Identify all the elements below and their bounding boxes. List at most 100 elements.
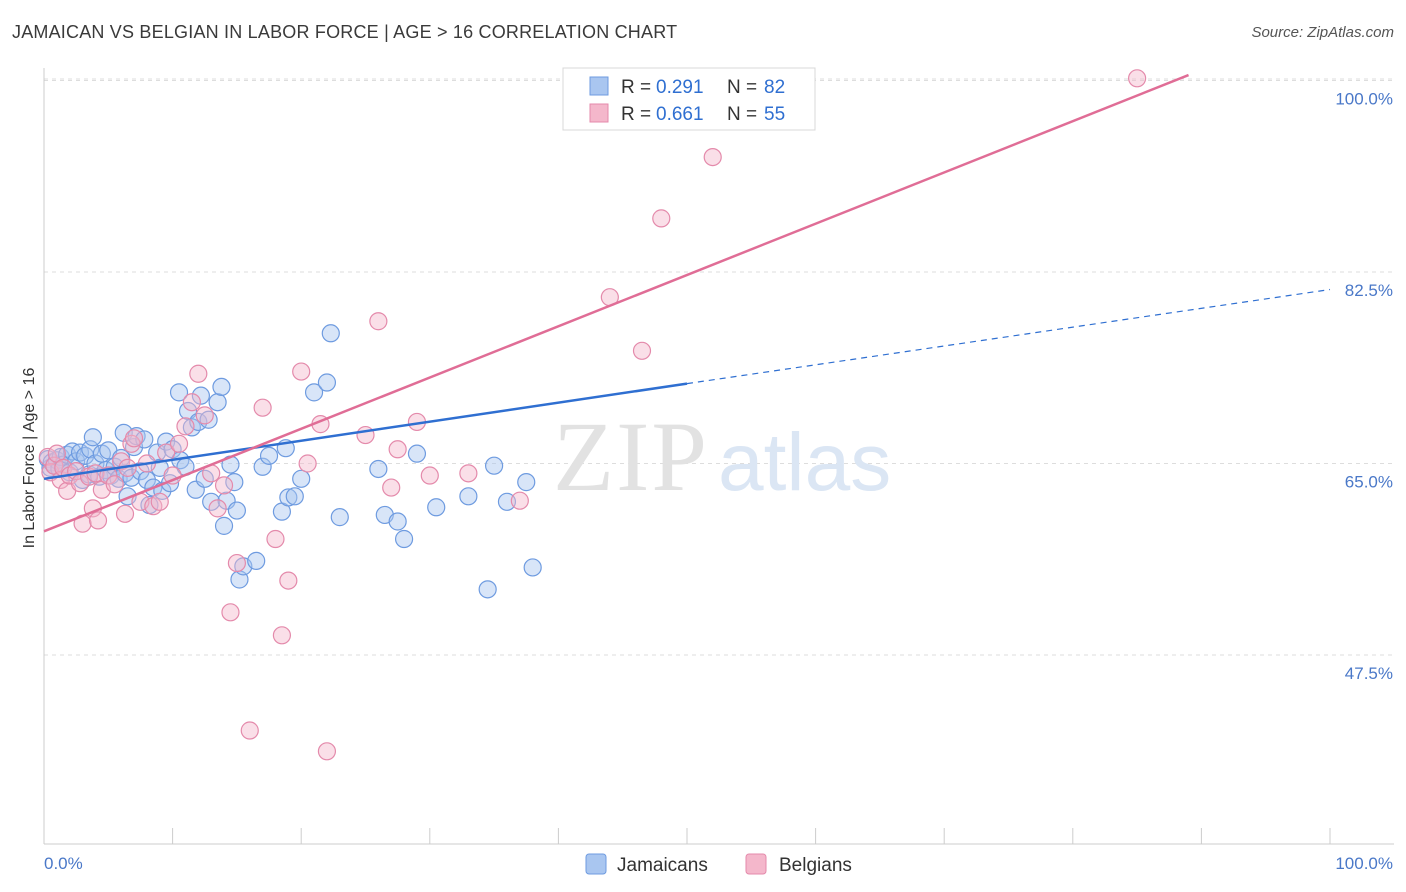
jamaicans-point: [225, 473, 244, 492]
y-tick-labels: 47.5% 65.0% 82.5% 100.0%: [1335, 90, 1393, 684]
belgians-point: [208, 499, 227, 518]
jamaicans-point: [191, 386, 210, 405]
x-tick-labels: 0.0% 100.0%: [44, 854, 1393, 873]
legend-swatch-belgians: [589, 103, 609, 123]
belgians-point: [369, 312, 388, 331]
jamaicans-point: [485, 456, 504, 475]
jamaicans-point: [459, 487, 478, 506]
jamaicans-point: [523, 558, 542, 577]
jamaicans-point: [247, 551, 266, 570]
jamaicans-point: [427, 498, 446, 517]
y-tick-label-3: 100.0%: [1335, 90, 1393, 109]
trend-lines: [43, 73, 1331, 533]
jamaicans-point: [321, 324, 340, 343]
belgians-point: [195, 406, 214, 425]
source-credit: Source: ZipAtlas.com: [1251, 24, 1394, 41]
belgians-point: [272, 626, 292, 645]
jamaicans-point: [407, 444, 427, 463]
belgians-point: [652, 209, 671, 228]
legend-n-label-2: N =: [727, 104, 757, 125]
belgians-point: [176, 417, 195, 436]
belgians-point: [221, 603, 240, 622]
jamaicans-point: [122, 468, 141, 487]
jamaicans-point: [227, 501, 246, 520]
belgians-point: [703, 148, 722, 167]
jamaicans-point: [304, 383, 324, 402]
belgians-point: [459, 464, 478, 483]
legend-r-value-1: 0.291: [656, 77, 704, 98]
bottom-legend-swatch-belgians: [745, 853, 767, 875]
legend-r-value-2: 0.661: [656, 104, 704, 125]
belgians-point: [279, 571, 298, 590]
y-tick-label-2: 82.5%: [1345, 281, 1393, 300]
y-axis-label: In Labor Force | Age > 16: [21, 368, 38, 549]
belgians-point: [1127, 69, 1147, 88]
jamaicans-point: [394, 529, 414, 549]
bottom-legend: Jamaicans Belgians: [585, 853, 852, 876]
jamaicans-point: [83, 428, 102, 447]
belgians-point: [214, 476, 234, 495]
jamaicans-point: [517, 473, 536, 492]
watermark-zip: ZIP: [553, 401, 709, 512]
legend-r-label-1: R =: [621, 77, 651, 98]
belgians-point: [420, 466, 439, 485]
jamaicans-point: [202, 492, 221, 511]
x-axis-ticks: [43, 828, 1331, 844]
watermark-atlas: atlas: [718, 417, 891, 508]
belgians-point: [189, 364, 208, 383]
y-tick-label-0: 47.5%: [1345, 664, 1393, 683]
legend-n-value-1: 82: [764, 77, 785, 98]
x-tick-label-0: 0.0%: [44, 854, 83, 873]
jamaicans-point: [369, 459, 388, 479]
belgians-point: [150, 492, 169, 511]
jamaicans-point: [285, 487, 304, 506]
belgians-point: [169, 434, 189, 453]
legend-box: R = 0.291 N = 82 R = 0.661 N = 55: [562, 67, 816, 131]
jamaicans-point: [292, 469, 311, 488]
jamaicans-point: [279, 488, 298, 507]
belgians-point: [632, 341, 652, 360]
legend-n-label-1: N =: [727, 77, 757, 98]
belgians-point: [382, 478, 401, 497]
belgians-point: [240, 721, 259, 740]
belgians-trend-line: [43, 73, 1190, 533]
bottom-legend-jamaicans: Jamaicans: [617, 855, 708, 876]
belgians-point: [292, 362, 311, 381]
belgians-point: [115, 504, 135, 523]
belgians-point: [124, 429, 144, 448]
belgians-point: [266, 529, 285, 549]
legend-swatch-jamaicans: [589, 76, 609, 96]
jamaicans-point: [212, 377, 231, 396]
belgians-points: [38, 69, 1147, 761]
belgians-point: [510, 491, 529, 510]
watermark: ZIP atlas: [553, 401, 891, 512]
jamaicans-point: [478, 580, 497, 599]
jamaicans-point: [259, 446, 279, 465]
jamaicans-point: [330, 508, 349, 527]
jamaicans-point: [70, 443, 90, 462]
jamaicans-point: [317, 373, 337, 392]
belgians-point: [182, 393, 201, 412]
y-tick-label-1: 65.0%: [1345, 473, 1393, 492]
jamaicans-point: [169, 383, 189, 402]
x-tick-label-1: 100.0%: [1335, 854, 1393, 873]
jamaicans-trend-extension: [686, 288, 1331, 385]
jamaicans-point: [253, 457, 272, 476]
belgians-point: [88, 511, 108, 530]
belgians-point: [105, 475, 124, 494]
belgians-point: [317, 742, 337, 761]
belgians-point: [298, 454, 317, 473]
jamaicans-point: [208, 393, 227, 412]
belgians-point: [388, 440, 407, 459]
legend-n-value-2: 55: [764, 104, 785, 125]
jamaicans-point: [497, 492, 517, 511]
chart-title: JAMAICAN VS BELGIAN IN LABOR FORCE | AGE…: [12, 22, 678, 42]
belgians-point: [253, 398, 272, 417]
bottom-legend-swatch-jamaicans: [585, 853, 607, 875]
bottom-legend-belgians: Belgians: [779, 855, 852, 876]
belgians-point: [227, 553, 246, 573]
legend-r-label-2: R =: [621, 104, 651, 125]
jamaicans-point: [214, 516, 234, 535]
jamaicans-point: [388, 512, 407, 531]
